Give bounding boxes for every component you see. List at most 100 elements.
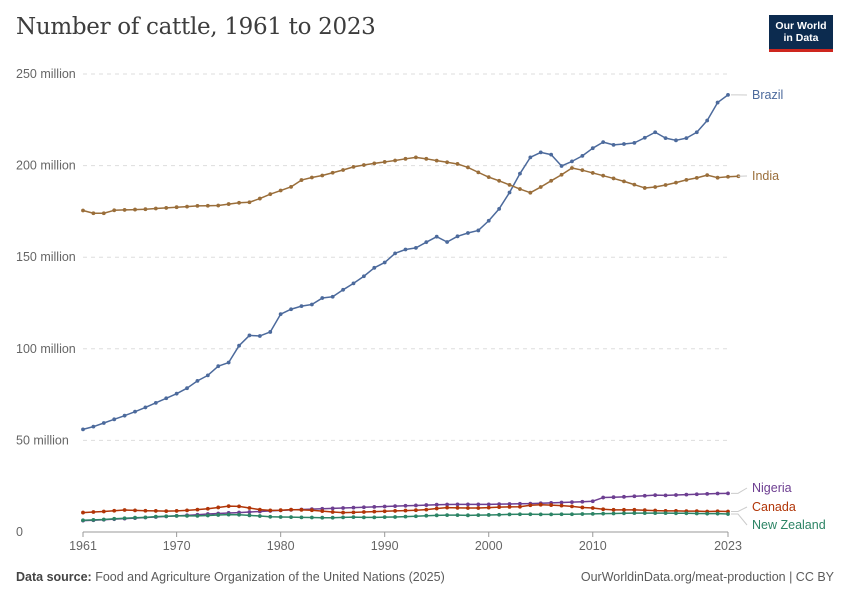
data-point-canada [153,509,158,513]
data-point-brazil [216,364,221,369]
data-point-india [486,175,491,180]
data-point-brazil [299,304,304,309]
data-point-canada [216,505,221,510]
data-point-canada [486,505,491,510]
label-connector-new-zealand [731,513,748,526]
data-point-canada [601,507,606,512]
data-point-brazil [237,343,241,348]
data-point-india [237,200,241,205]
data-point-new-zealand [642,511,647,516]
data-point-brazil [466,231,470,235]
data-point-canada [133,508,137,513]
data-point-new-zealand [164,514,169,519]
data-point-new-zealand [372,515,377,520]
data-point-brazil [570,159,574,164]
data-point-new-zealand [414,514,418,519]
data-point-canada [122,508,127,512]
data-point-canada [424,507,429,512]
data-point-nigeria [424,503,429,507]
data-point-brazil [278,312,283,317]
data-point-new-zealand [486,513,491,517]
data-point-new-zealand [122,516,127,521]
data-point-new-zealand [507,512,512,517]
data-point-new-zealand [434,513,439,518]
data-point-brazil [580,153,585,158]
y-tick-label: 200 million [16,159,76,173]
data-point-new-zealand [715,511,720,516]
data-point-brazil [434,234,439,239]
data-point-brazil [164,396,169,401]
data-point-canada [393,509,397,513]
data-point-india [434,158,439,163]
data-point-canada [414,508,418,513]
data-point-canada [642,508,647,513]
data-point-new-zealand [91,518,96,522]
data-point-india [205,203,210,208]
data-point-india [393,158,397,163]
data-point-nigeria [247,510,252,514]
source-label: Data source: [16,570,92,584]
data-point-india [299,178,304,182]
x-tick-label: 1990 [371,539,399,553]
data-point-india [538,185,543,189]
data-point-india [622,179,626,184]
data-point-india [403,156,408,161]
data-point-brazil [247,333,252,338]
data-point-canada [268,508,273,513]
data-point-india [642,186,647,190]
data-point-india [528,190,533,195]
data-point-india [611,176,616,181]
data-point-nigeria [590,499,595,504]
data-point-brazil [91,424,96,429]
data-point-new-zealand [538,512,543,517]
data-point-brazil [726,92,730,97]
data-point-new-zealand [133,515,137,520]
data-point-nigeria [497,502,502,507]
data-point-canada [101,509,106,514]
data-point-brazil [341,287,345,292]
data-point-canada [195,507,200,512]
data-point-new-zealand [268,514,273,519]
data-point-brazil [507,190,512,195]
data-point-india [320,173,325,178]
data-point-canada [278,508,283,513]
y-tick-label: 150 million [16,250,76,264]
data-point-new-zealand [174,513,179,518]
data-point-canada [299,507,304,512]
label-connector-canada [731,506,748,512]
data-point-new-zealand [528,512,533,517]
owid-logo[interactable]: Our World in Data [769,15,833,52]
data-point-canada [570,504,574,509]
data-point-india [601,173,606,178]
data-point-canada [351,510,356,515]
data-point-brazil [590,146,595,151]
data-point-india [684,177,689,182]
data-point-nigeria [466,502,470,507]
data-point-india [694,175,699,180]
data-point-india [653,185,658,189]
data-point-canada [341,510,345,515]
data-point-new-zealand [309,515,314,520]
label-connector-nigeria [731,487,748,494]
x-tick-label: 1970 [163,539,191,553]
data-point-india [497,178,502,183]
data-point-canada [164,509,169,514]
data-point-india [445,160,450,165]
data-point-nigeria [684,492,689,497]
data-point-new-zealand [455,513,460,518]
data-point-canada [174,509,179,513]
data-point-nigeria [434,502,439,507]
data-point-india [112,208,117,213]
data-point-nigeria [507,502,512,506]
data-point-nigeria [601,495,606,500]
data-point-new-zealand [518,512,522,517]
series-label-new-zealand: New Zealand [752,518,826,532]
data-point-canada [403,508,408,513]
data-point-new-zealand [684,511,689,516]
footer-link[interactable]: OurWorldinData.org/meat-production | CC … [580,570,834,584]
data-point-new-zealand [622,511,626,516]
x-tick-label: 2000 [475,539,503,553]
data-point-canada [549,503,554,507]
data-point-india [143,207,148,212]
data-point-brazil [309,302,314,307]
